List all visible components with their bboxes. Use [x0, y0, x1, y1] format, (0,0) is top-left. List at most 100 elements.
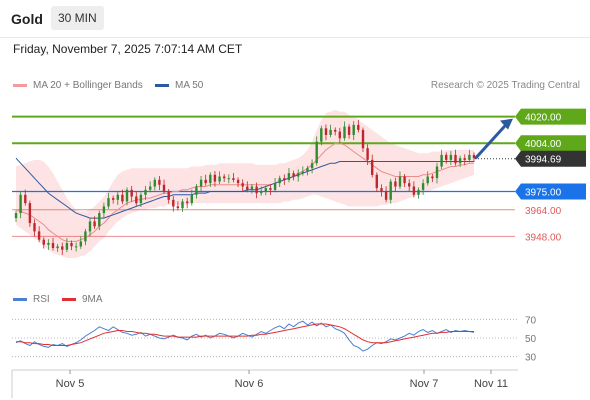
candle-body: [74, 246, 78, 248]
candle-body: [394, 181, 397, 187]
candle-body: [56, 246, 59, 249]
candle-body: [121, 194, 124, 202]
candle-body: [112, 198, 115, 200]
candle-body: [435, 166, 439, 179]
candle-body: [209, 174, 212, 184]
candle-body: [144, 189, 147, 195]
candle-body: [338, 131, 341, 139]
candle-body: [315, 141, 318, 164]
candle-body: [88, 221, 92, 232]
x-tick-label: Nov 5: [56, 378, 85, 390]
candle-body: [408, 183, 411, 187]
candle-body: [324, 128, 328, 135]
level-label-3994-69: 3994.69: [525, 155, 562, 166]
candle-body: [278, 178, 281, 184]
candle-body: [287, 173, 291, 180]
candle-body: [190, 194, 193, 204]
level-label-4004-00: 4004.00: [525, 139, 562, 150]
candle-body: [306, 168, 309, 172]
candle-body: [218, 176, 221, 182]
candle-body: [297, 173, 300, 177]
candle-body: [343, 126, 346, 139]
candle-body: [366, 148, 369, 160]
candle-body: [19, 194, 22, 214]
candle-body: [167, 191, 170, 200]
candle-body: [463, 158, 466, 160]
legend-ma50: MA 50: [155, 80, 203, 91]
level-label-3975-00: 3975.00: [525, 187, 562, 198]
candle-body: [255, 186, 258, 194]
candle-body: [310, 163, 314, 169]
x-tick-label: Nov 6: [235, 378, 264, 390]
candle-body: [42, 239, 45, 245]
candle-body: [352, 124, 355, 135]
credit-text: Research © 2025 Trading Central: [430, 80, 580, 91]
rsi-label: RSI: [33, 294, 50, 305]
ma50-label: MA 50: [175, 80, 204, 91]
candle-body: [449, 154, 453, 160]
candle-body: [454, 154, 457, 164]
candle-body: [37, 231, 41, 240]
ma20-label: MA 20 + Bollinger Bands: [33, 80, 143, 91]
candle-body: [227, 178, 230, 180]
candle-body: [283, 178, 286, 180]
candle-body: [347, 126, 351, 135]
candle-body: [204, 179, 207, 184]
candle-body: [33, 223, 36, 232]
candle-body: [107, 198, 110, 207]
candle-body: [426, 176, 429, 184]
candle-body: [357, 124, 360, 130]
candle-body: [47, 243, 50, 245]
candle-body: [65, 243, 69, 250]
candle-body: [458, 158, 462, 164]
candle-body: [93, 221, 96, 227]
candle-body: [102, 206, 106, 214]
rsi-ma-label: 9MA: [82, 294, 103, 305]
candle-body: [389, 181, 392, 200]
ma50-line: [15, 157, 474, 219]
candle-body: [223, 176, 226, 179]
candle-body: [264, 188, 267, 192]
candle-body: [412, 186, 416, 195]
level-label-3964-00: 3964.00: [525, 206, 562, 217]
legend-9ma: 9MA: [62, 294, 103, 305]
candle-body: [250, 186, 254, 190]
candle-body: [84, 231, 87, 242]
x-tick-label: Nov 7: [410, 378, 439, 390]
candle-body: [301, 171, 304, 174]
forecast-arrow-shaft: [474, 122, 509, 160]
candle-body: [417, 189, 420, 195]
level-tag-4020-00: [515, 108, 586, 125]
candle-body: [440, 154, 443, 167]
ma20-swatch: [13, 84, 27, 87]
x-tick-label: Nov 11: [474, 378, 508, 390]
candle-body: [14, 213, 18, 219]
candle-body: [273, 183, 277, 190]
candle-body: [98, 213, 101, 227]
rsi-ma-line: [16, 323, 474, 346]
candle-body: [162, 184, 166, 192]
candle-body: [139, 194, 143, 204]
candle-body: [130, 189, 133, 197]
candle-body: [24, 194, 27, 204]
candle-body: [176, 206, 180, 209]
candle-body: [403, 176, 406, 184]
candle-body: [320, 128, 323, 142]
level-tag-3994-69: [515, 150, 586, 167]
candle-body: [421, 183, 425, 190]
candle-body: [186, 201, 189, 204]
candle-body: [28, 203, 32, 224]
instrument-title: Gold: [11, 11, 43, 27]
candle-body: [329, 129, 332, 135]
candle-body: [371, 159, 374, 175]
candle-body: [116, 194, 119, 200]
candle-body: [361, 129, 365, 149]
candle-body: [468, 154, 471, 160]
timeframe-selector[interactable]: 30 MIN: [51, 6, 104, 30]
rsi-tick-label: 70: [525, 315, 537, 326]
legend-ma20: MA 20 + Bollinger Bands: [13, 80, 143, 91]
candle-body: [51, 243, 55, 248]
candle-body: [213, 174, 217, 182]
candle-body: [61, 246, 64, 250]
